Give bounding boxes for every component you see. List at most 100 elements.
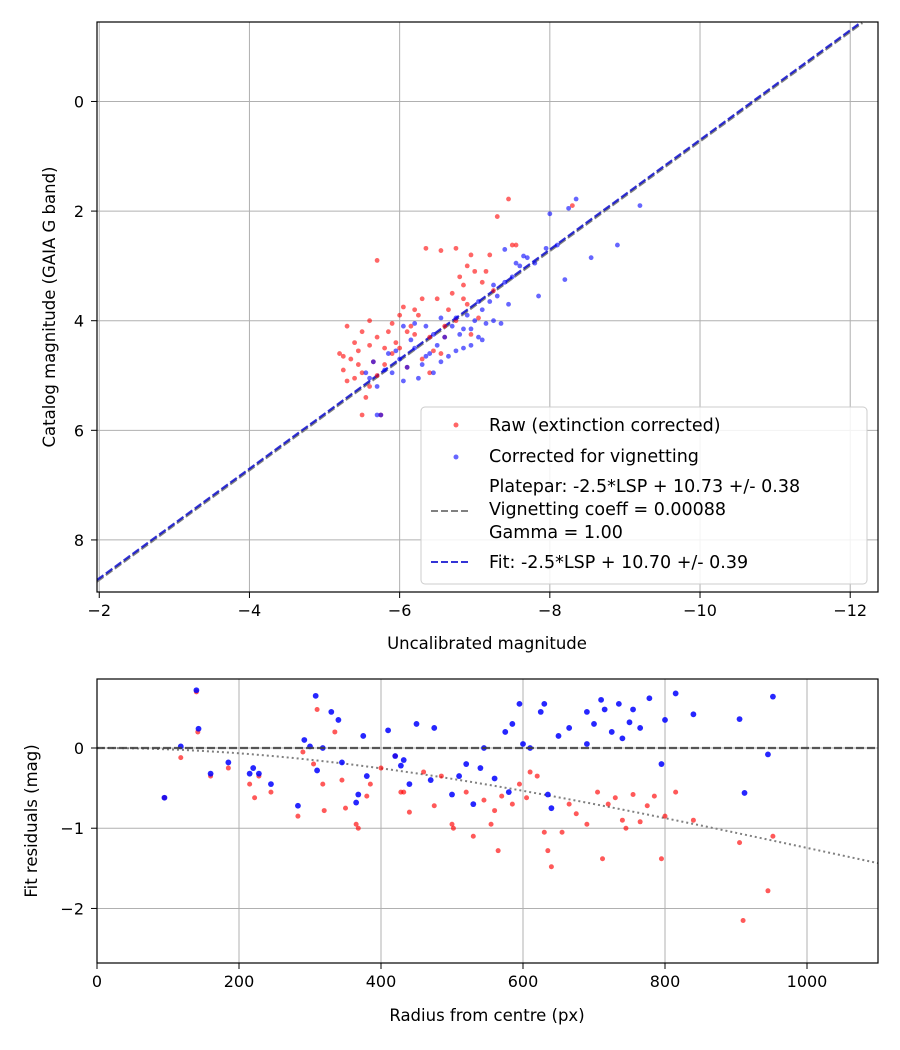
top-x-tick-label: −8 — [538, 601, 562, 620]
raw-residual-point — [548, 864, 554, 870]
corrected-residual-point — [598, 696, 604, 703]
raw-residual-point — [644, 803, 650, 809]
raw-residual-point — [573, 811, 579, 817]
raw-residual-point — [353, 821, 359, 827]
corrected-point — [423, 323, 429, 329]
corrected-residual-point — [672, 690, 679, 697]
raw-residual-point — [737, 840, 743, 846]
corrected-residual-point — [626, 719, 633, 726]
raw-residual-point — [268, 789, 274, 795]
corrected-residual-point — [360, 733, 367, 739]
raw-point — [461, 282, 466, 288]
raw-residual-point — [651, 793, 657, 799]
raw-residual-point — [295, 813, 301, 819]
legend-platepar-label-2: Vignetting coeff = 0.00088 — [489, 500, 726, 520]
corrected-point — [449, 323, 455, 329]
raw-point — [352, 340, 357, 346]
raw-point — [442, 323, 448, 329]
raw-point — [427, 370, 433, 376]
raw-point — [509, 242, 515, 248]
corrected-residual-point — [619, 735, 626, 742]
raw-residual-point — [470, 833, 476, 839]
corrected-point — [566, 205, 572, 211]
raw-residual-point — [449, 821, 455, 827]
corrected-point — [536, 293, 541, 299]
raw-point — [363, 395, 369, 400]
raw-residual-point — [637, 819, 643, 825]
corrected-residual-point — [397, 762, 404, 769]
top-x-tick-label: −2 — [87, 601, 111, 620]
corrected-point — [427, 351, 433, 356]
raw-residual-point — [559, 829, 565, 835]
raw-residual-point — [378, 765, 384, 771]
corrected-point — [419, 362, 425, 367]
bottom-x-axis-label: Radius from centre (px) — [389, 1006, 584, 1025]
raw-point — [483, 268, 489, 274]
corrected-residual-point — [295, 802, 301, 809]
raw-residual-point — [252, 795, 258, 801]
corrected-point — [442, 334, 448, 340]
bottom-data-points — [97, 687, 878, 923]
corrected-point — [438, 359, 444, 365]
raw-point — [419, 296, 425, 302]
raw-point — [374, 258, 380, 263]
corrected-point — [378, 412, 384, 418]
raw-point — [472, 268, 478, 274]
raw-residual-point — [225, 765, 231, 771]
corrected-point — [363, 370, 369, 376]
raw-point — [461, 296, 466, 302]
raw-residual-point — [662, 813, 668, 819]
raw-point — [446, 307, 451, 313]
corrected-point — [524, 255, 530, 261]
raw-point — [389, 321, 395, 326]
corrected-point — [479, 337, 485, 343]
raw-point — [355, 348, 361, 354]
legend-corrected-label: Corrected for vignetting — [489, 447, 699, 467]
corrected-point — [517, 263, 523, 269]
corrected-point — [491, 318, 496, 324]
corrected-point — [434, 342, 440, 348]
corrected-point — [543, 245, 549, 251]
raw-point — [427, 334, 433, 340]
raw-residual-point — [492, 808, 498, 814]
corrected-residual-point — [193, 687, 200, 694]
legend-platepar-label-3: Gamma = 1.00 — [489, 523, 623, 543]
corrected-point — [457, 332, 463, 337]
raw-point — [348, 356, 354, 362]
vignetting-curve — [96, 746, 879, 865]
raw-residual-point — [367, 781, 373, 787]
raw-point — [340, 367, 346, 373]
raw-residual-point — [355, 825, 361, 831]
corrected-point — [513, 260, 519, 266]
corrected-point — [374, 384, 380, 389]
raw-point — [476, 315, 481, 321]
corrected-point — [498, 321, 504, 326]
corrected-residual-point — [268, 781, 274, 787]
raw-residual-point — [566, 801, 572, 807]
raw-point — [385, 329, 391, 335]
raw-residual-point — [545, 848, 551, 854]
corrected-residual-point — [392, 753, 399, 759]
corrected-residual-point — [246, 770, 253, 777]
raw-residual-point — [534, 773, 540, 779]
raw-point — [412, 307, 418, 313]
raw-point — [359, 329, 365, 335]
raw-point — [416, 312, 421, 318]
corrected-point — [502, 279, 508, 285]
raw-residual-point — [605, 801, 611, 807]
raw-point — [412, 332, 418, 337]
corrected-point — [400, 323, 406, 329]
top-x-tick-label: −4 — [238, 601, 262, 620]
top-x-tick-label: −6 — [388, 601, 412, 620]
corrected-residual-point — [225, 759, 232, 766]
raw-residual-point — [300, 749, 306, 755]
bottom-x-tick-label: 200 — [224, 972, 255, 991]
corrected-point — [573, 196, 579, 202]
corrected-point — [502, 247, 508, 252]
raw-point — [513, 242, 519, 248]
raw-residual-point — [623, 825, 629, 831]
corrected-residual-point — [477, 765, 484, 771]
corrected-residual-point — [339, 759, 345, 766]
raw-point — [408, 323, 414, 329]
raw-residual-point — [495, 848, 501, 854]
